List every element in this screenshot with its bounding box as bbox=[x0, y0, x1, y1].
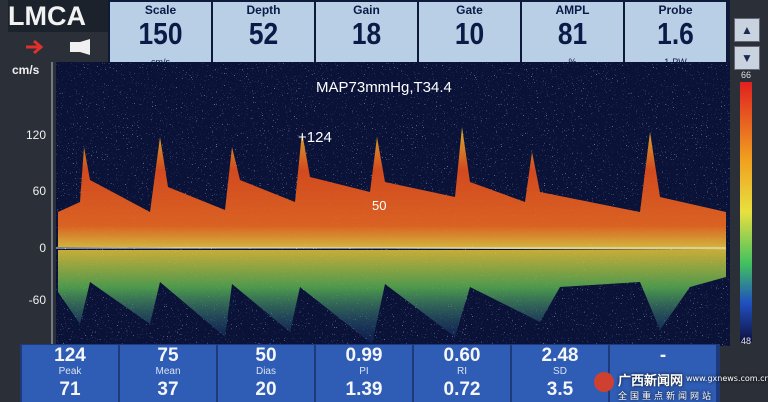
positive-spectrum bbox=[58, 127, 726, 250]
header-cell: Gain 18 bbox=[316, 2, 417, 72]
header-label: Gain bbox=[353, 3, 380, 17]
measure-label: RI bbox=[457, 366, 467, 377]
measure-bottom: 20 bbox=[255, 379, 277, 400]
measurement-table: 124 Peak 71 75 Mean 37 50 Dias 20 0.99 PI 1.39 0… bbox=[20, 344, 720, 402]
measure-label: PI bbox=[359, 366, 369, 377]
header-cell: Scale150cm/s bbox=[110, 2, 211, 72]
measure-top: 0.60 bbox=[443, 345, 481, 366]
header-value: 52 bbox=[248, 16, 279, 51]
color-bar bbox=[740, 82, 752, 342]
measure-top: 2.48 bbox=[541, 345, 579, 366]
header-value: 10 bbox=[454, 16, 485, 51]
colorbar-top: 66 bbox=[741, 70, 751, 80]
measure-cell: 2.48 SD 3.5 bbox=[512, 345, 608, 402]
watermark-site: www.gxnews.com.cn bbox=[686, 374, 768, 383]
axis-label: -60 bbox=[29, 293, 47, 307]
scroll-up-button[interactable]: ▲ bbox=[734, 18, 760, 42]
measure-label: Peak bbox=[58, 366, 82, 377]
header-value: 150 bbox=[138, 16, 183, 51]
dias-marker: 50 bbox=[372, 198, 386, 213]
header-value: 1.6 bbox=[657, 16, 694, 51]
header-value: 81 bbox=[557, 16, 588, 51]
vessel-title: LMCA bbox=[8, 0, 108, 32]
header-cell: Depth 52 bbox=[213, 2, 314, 72]
watermark-tagline: 全国重点新闻网站 bbox=[618, 392, 715, 402]
header-label: AMPL bbox=[555, 3, 590, 17]
vessel-title-text: LMCA bbox=[8, 1, 86, 31]
spectrum-display: cm/s 120 60 0 -60 MAP73mmHg,T34.4 +124 5… bbox=[12, 62, 752, 346]
measure-cell: 50 Dias 20 bbox=[218, 345, 314, 402]
measure-top: 75 bbox=[157, 345, 179, 366]
measure-cell: 124 Peak 71 bbox=[22, 345, 118, 402]
header-label: Gate bbox=[456, 3, 483, 17]
measure-top: 124 bbox=[54, 345, 86, 366]
annotation: MAP73mmHg,T34.4 bbox=[316, 79, 452, 96]
measure-label: Mean bbox=[155, 366, 181, 377]
colorbar-bottom: 48 bbox=[741, 336, 751, 346]
header-label: Probe bbox=[658, 3, 693, 17]
axis-unit: cm/s bbox=[12, 63, 40, 77]
scroll-down-button[interactable]: ▼ bbox=[734, 46, 760, 70]
measure-top: 50 bbox=[255, 345, 277, 366]
axis-label: 60 bbox=[33, 184, 47, 198]
arrow-icon bbox=[26, 39, 44, 55]
probe-icon bbox=[70, 39, 90, 55]
watermark: 广西新闻网 www.gxnews.com.cn 全国重点新闻网站 bbox=[594, 370, 768, 402]
axis-label: 120 bbox=[26, 128, 46, 142]
measure-cell: 75 Mean 37 bbox=[120, 345, 216, 402]
watermark-name: 广西新闻网 bbox=[618, 374, 684, 389]
measure-top: 0.99 bbox=[345, 345, 383, 366]
measure-bottom: 37 bbox=[157, 379, 179, 400]
measure-top: - bbox=[659, 345, 667, 366]
measure-bottom: 71 bbox=[59, 379, 81, 400]
header-label: Scale bbox=[144, 3, 177, 17]
measure-bottom: 1.39 bbox=[345, 379, 383, 400]
measure-bottom: 3.5 bbox=[546, 379, 574, 400]
header-label: Depth bbox=[246, 3, 281, 17]
header-cell: Gate 10 bbox=[419, 2, 520, 72]
negative-spectrum bbox=[58, 250, 726, 344]
peak-marker: +124 bbox=[298, 129, 332, 146]
measure-cell: 0.99 PI 1.39 bbox=[316, 345, 412, 402]
header-value: 18 bbox=[351, 16, 382, 51]
measure-bottom: 0.72 bbox=[443, 379, 481, 400]
measure-cell: - bbox=[610, 345, 716, 402]
watermark-logo bbox=[594, 372, 614, 392]
direction-icons bbox=[26, 39, 90, 55]
measure-label: Dias bbox=[255, 366, 276, 377]
measure-cell: 0.60 RI 0.72 bbox=[414, 345, 510, 402]
axis-label: 0 bbox=[39, 241, 46, 255]
measure-label: SD bbox=[553, 366, 567, 377]
